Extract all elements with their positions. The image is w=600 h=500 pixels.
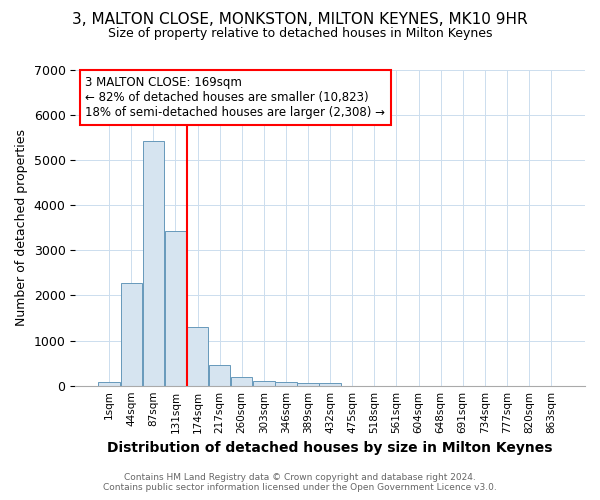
Y-axis label: Number of detached properties: Number of detached properties (15, 130, 28, 326)
Bar (98, 382, 120, 386)
Bar (187, 326, 208, 386)
Text: 3 MALTON CLOSE: 169sqm
← 82% of detached houses are smaller (10,823)
18% of semi: 3 MALTON CLOSE: 169sqm ← 82% of detached… (85, 76, 385, 120)
Bar (209, 366, 230, 386)
Bar (121, 284, 142, 386)
Bar (231, 378, 253, 386)
Text: Contains HM Land Registry data © Crown copyright and database right 2024.
Contai: Contains HM Land Registry data © Crown c… (103, 473, 497, 492)
Bar (165, 231, 186, 386)
Bar (143, 141, 164, 386)
Bar (275, 382, 296, 386)
Text: Size of property relative to detached houses in Milton Keynes: Size of property relative to detached ho… (108, 28, 492, 40)
X-axis label: Distribution of detached houses by size in Milton Keynes: Distribution of detached houses by size … (107, 441, 553, 455)
Bar (319, 384, 341, 386)
Bar (253, 381, 275, 386)
Bar (298, 384, 319, 386)
Text: 3, MALTON CLOSE, MONKSTON, MILTON KEYNES, MK10 9HR: 3, MALTON CLOSE, MONKSTON, MILTON KEYNES… (72, 12, 528, 28)
